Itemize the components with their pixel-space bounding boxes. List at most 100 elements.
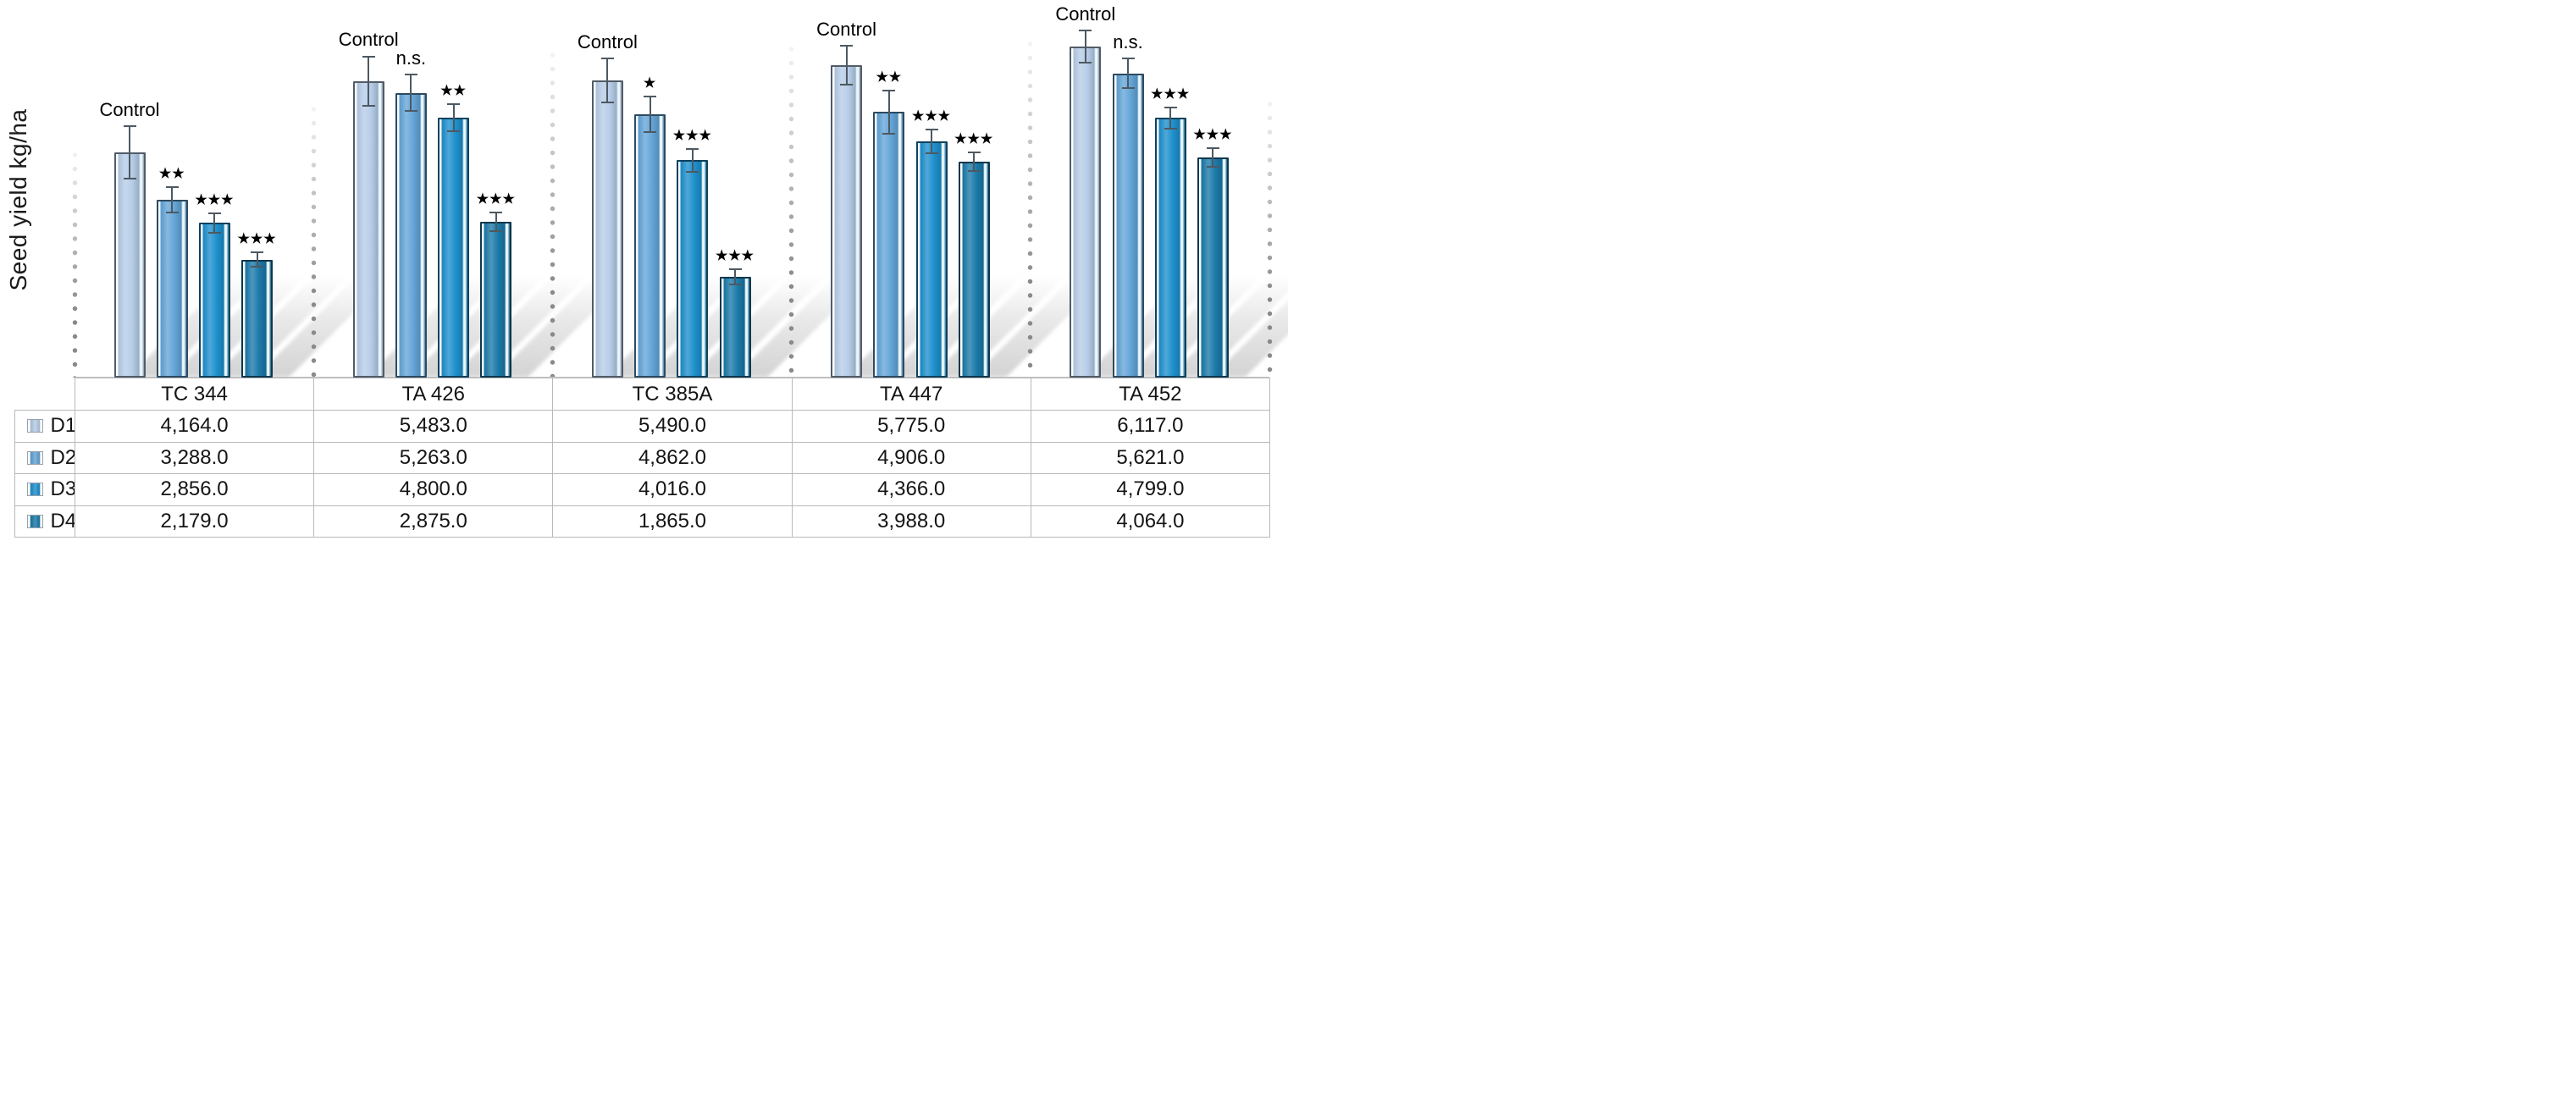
error-bar-stem [495,212,497,233]
significance-label: n.s. [395,47,427,69]
significance-stars: ★★★ [1193,128,1233,143]
error-bar [251,251,264,268]
table-value-cell: 4,799.0 [1030,473,1270,506]
table-value-cell: 2,179.0 [75,505,315,538]
bar-d4-ta-447 [958,162,990,378]
bar-d1-ta-447 [831,64,863,378]
table-header-tc-385a: TC 385A [552,378,793,411]
control-label: Control [577,31,638,53]
table-header-ta-426: TA 426 [313,378,554,411]
bar-d2-ta-452 [1112,73,1144,378]
error-bar [447,102,461,133]
bar-d2-ta-447 [873,112,905,378]
error-bar-stem [606,58,609,103]
chart-area: Control ★★ ★★★ ★★★ Control n.s. ★★ ★★★ Control ★ ★… [0,0,1288,378]
dotted-divider-line [1266,97,1273,378]
table-value-cell: 2,875.0 [313,505,554,538]
significance-stars: ★★ [876,69,903,85]
table-header-tc-344: TC 344 [75,378,315,411]
error-bar [489,212,503,233]
table-value-cell: 1,865.0 [552,505,793,538]
table-value-cell: 3,288.0 [75,441,315,474]
error-bar [165,185,179,213]
table-row-label-d2: D2 [14,441,76,474]
error-bar-stem [129,124,130,179]
error-bar-stem [691,147,694,173]
error-bar-stem [734,268,736,285]
table-value-cell: 5,621.0 [1030,441,1270,474]
control-label: Control [99,98,160,120]
significance-stars: ★ [643,76,657,91]
significance-stars: ★★★ [237,232,277,247]
table-value-cell: 5,490.0 [552,410,793,443]
bar-d4-ta-426 [480,222,512,378]
bar-d1-tc-385a [591,80,623,378]
bar-d3-ta-452 [1154,118,1186,378]
series-label: D4 [50,509,77,532]
significance-stars: ★★★ [1151,86,1191,102]
seed-yield-figure: Seed yield kg/ha Control ★★ ★★★ ★★★ Control n… [0,0,1288,554]
error-bar-stem [410,74,412,112]
error-bar [925,129,938,154]
dotted-divider-line [1027,37,1034,378]
error-bar [967,151,981,173]
table-value-cell: 3,988.0 [791,505,1031,538]
bar-d2-tc-385a [634,114,666,378]
significance-stars: ★★★ [672,128,712,143]
table-value-cell: 4,164.0 [75,410,315,443]
table-value-cell: 4,800.0 [313,473,554,506]
error-bar [362,55,375,107]
error-bar-stem [368,55,370,107]
table-row-label-d1: D1 [14,410,76,443]
significance-stars: ★★★ [954,131,994,146]
error-bar [1121,58,1135,90]
table-value-cell: 4,862.0 [552,441,793,474]
error-bar-stem [1169,106,1172,130]
error-bar-stem [1084,29,1086,64]
legend-key-d3 [26,483,43,497]
error-bar-stem [931,129,932,154]
significance-stars: ★★★ [911,109,952,124]
bar-d3-ta-426 [438,118,470,378]
table-value-cell: 4,016.0 [552,473,793,506]
significance-stars: ★★★ [476,192,516,207]
error-bar-stem [452,102,455,133]
bar-d4-tc-344 [241,259,274,378]
error-bar [123,124,136,179]
error-bar-stem [887,89,890,135]
control-label: Control [816,18,877,40]
legend-key-d1 [26,419,43,433]
dotted-divider-line [549,48,556,378]
bar-d4-ta-452 [1197,157,1229,378]
error-bar-stem [973,151,976,173]
dotted-divider-line [310,102,317,378]
legend-key-d4 [26,514,43,528]
bar-d1-ta-452 [1070,47,1102,378]
error-bar [644,96,657,134]
dotted-divider-line [788,42,795,378]
legend-key-d2 [26,450,43,465]
control-label: Control [1055,3,1116,25]
significance-stars: ★★ [440,83,467,98]
bar-d1-ta-426 [352,80,384,378]
error-bar-stem [845,44,848,86]
error-bar [1164,106,1177,130]
error-bar [1206,147,1219,168]
error-bar [404,74,417,112]
series-label: D3 [50,477,77,501]
table-value-cell: 2,856.0 [75,473,315,506]
table-row-label-d4: D4 [14,505,76,538]
error-bar [600,58,614,103]
error-bar-stem [256,251,258,268]
error-bar [686,147,699,173]
table-header-ta-452: TA 452 [1030,378,1270,411]
table-value-cell: 4,906.0 [791,441,1031,474]
error-bar [728,268,742,285]
control-label: Control [338,29,399,51]
error-bar-stem [649,96,651,134]
table-value-cell: 5,775.0 [791,410,1031,443]
x-axis-line [75,377,1269,378]
table-value-cell: 4,366.0 [791,473,1031,506]
error-bar [207,212,221,234]
table-row-label-d3: D3 [14,473,76,506]
